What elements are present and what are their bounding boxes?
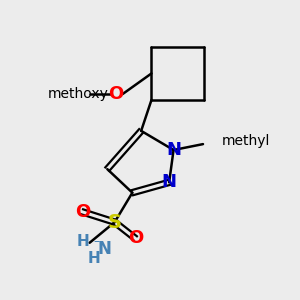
Text: S: S (108, 213, 122, 232)
Text: N: N (166, 141, 181, 159)
Text: methyl: methyl (222, 134, 271, 148)
Text: N: N (98, 240, 111, 258)
Text: N: N (162, 173, 177, 191)
Text: H: H (77, 234, 90, 249)
Text: O: O (75, 203, 90, 221)
Text: H: H (88, 251, 100, 266)
Text: methoxy: methoxy (47, 87, 108, 101)
Text: O: O (109, 85, 124, 103)
Text: –: – (94, 236, 100, 248)
Text: O: O (128, 229, 143, 247)
